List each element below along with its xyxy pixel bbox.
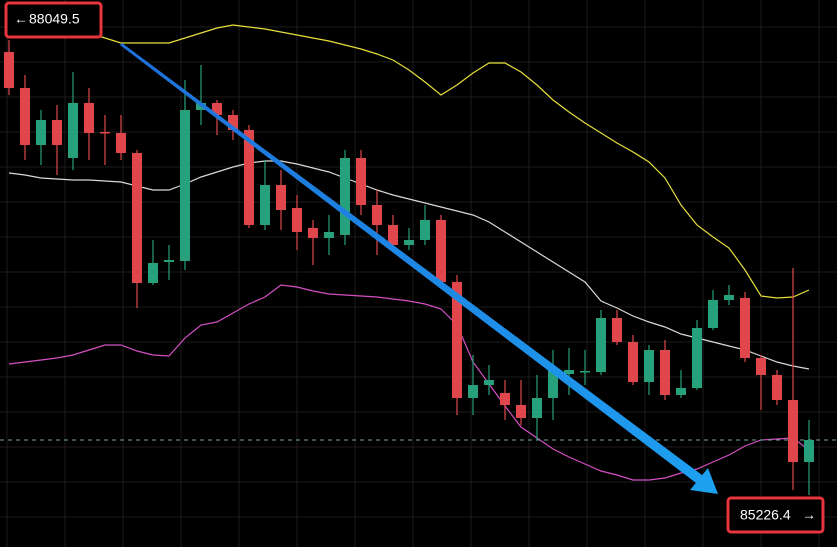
candle-body [404,240,414,245]
candle-body [116,133,126,153]
candle-body [324,232,334,238]
candle-body [692,328,702,388]
candle-body [180,110,190,261]
candle-body [468,385,478,398]
candle-body [388,225,398,245]
candle-body [516,405,526,418]
candle-body [372,205,382,225]
candle-body [36,120,46,145]
min-marker-value: 85226.4 [740,507,791,523]
min-marker-box [726,496,825,534]
candle-body [628,342,638,382]
candle-body [228,115,238,130]
max-marker-box [4,1,103,39]
candle-body [132,153,142,283]
candle-body [676,388,686,395]
candle-body [708,300,718,328]
candle-body [580,371,590,373]
candle-body [548,370,558,398]
min-marker: 85226.4 → [726,496,825,534]
candle-body [644,350,654,382]
candle-body [484,380,494,385]
candle-body [84,103,94,133]
candle-body [276,185,286,210]
trend-arrow-shaft [120,43,706,486]
candle-body [532,398,542,418]
min-marker-arrow: → [802,507,816,523]
candle-body [260,185,270,225]
candle-body [292,208,302,232]
candle-body [212,103,222,115]
max-marker-value: 88049.5 [29,11,80,27]
band-line [8,160,810,370]
candle-body [500,393,510,405]
trend-arrow [120,43,718,494]
candle-body [724,295,734,300]
candle-body [596,318,606,372]
candle-body [756,358,766,375]
candle-body [660,350,670,395]
candle-body [308,228,318,238]
candle-body [436,220,446,282]
candle-body [452,282,462,398]
candle-body [20,88,30,145]
candle-body [788,400,798,462]
max-marker: ← 88049.5 [4,1,103,39]
candle-body [100,132,110,134]
candle-body [356,158,366,205]
candle-body [148,263,158,283]
candle-body [612,318,622,342]
candle-body [68,103,78,158]
candle-body [564,370,574,374]
trend-arrow-head [690,468,718,494]
candle-body [340,158,350,235]
candle-body [244,130,254,225]
candle-body [772,375,782,400]
bollinger-bands [0,4,837,481]
band-line [8,284,810,481]
band-line [8,4,810,299]
max-marker-arrow: ← [14,11,28,27]
candle-body [740,298,750,358]
candle-body [804,440,814,462]
candles [4,40,814,495]
candle-body [164,260,174,262]
candle-body [420,220,430,240]
candle-body [4,52,14,88]
candle-body [52,120,62,145]
